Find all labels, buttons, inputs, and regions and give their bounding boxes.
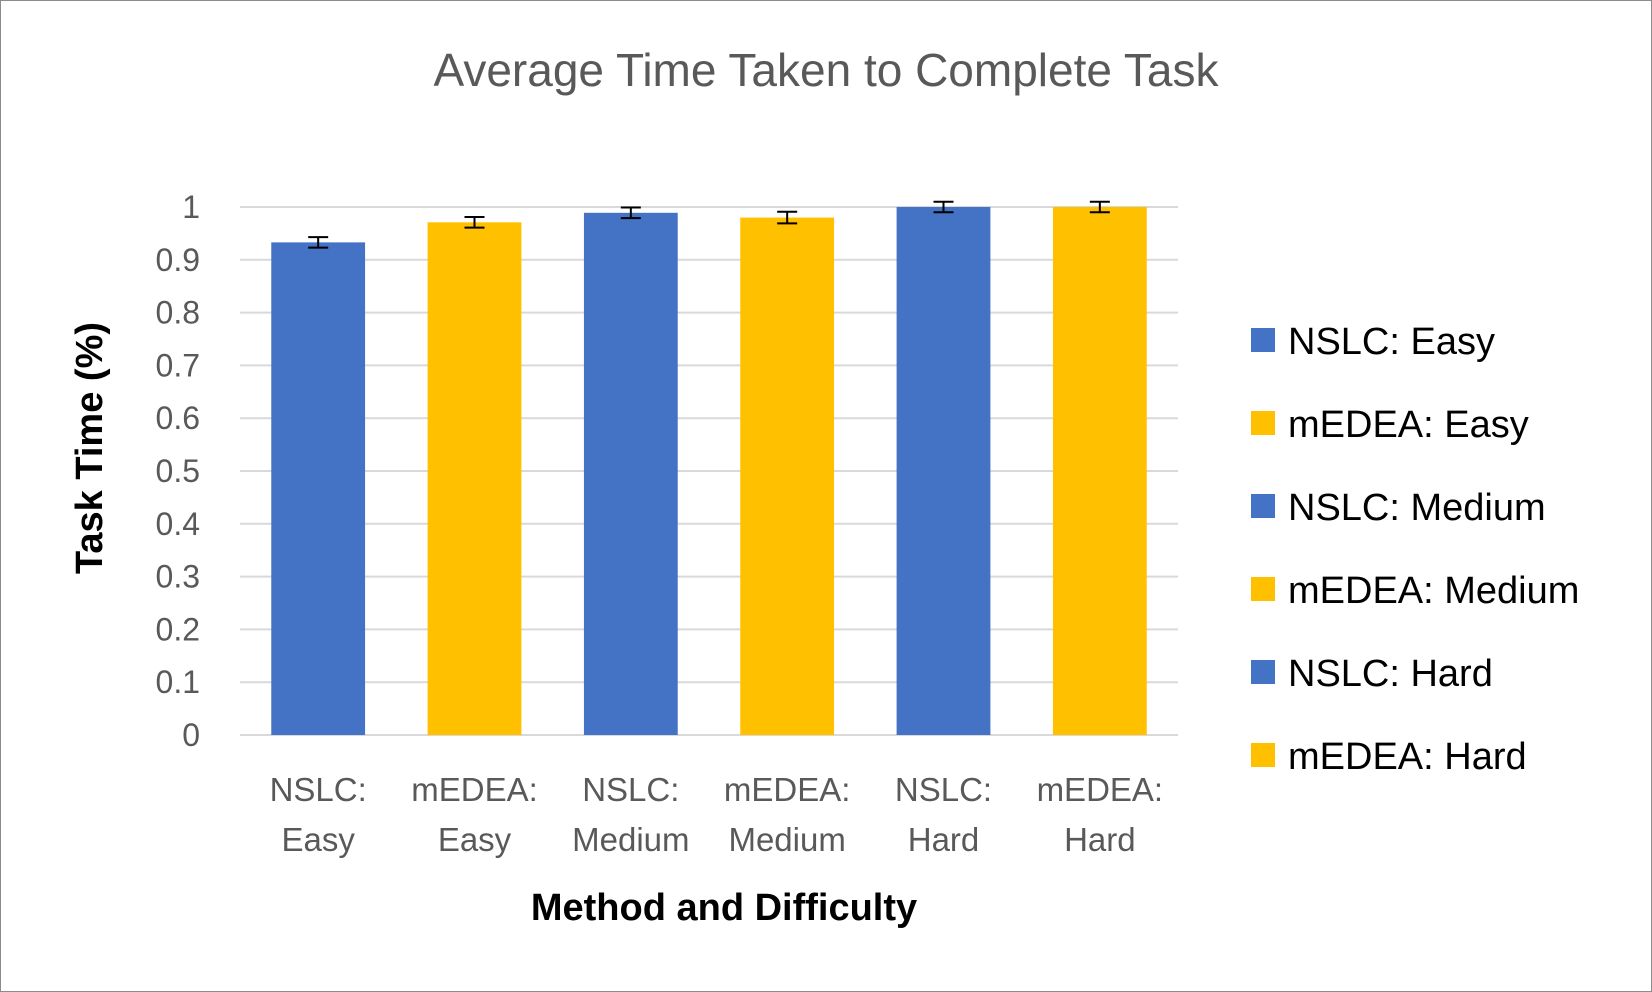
legend-item: NSLC: Medium xyxy=(1251,487,1546,529)
y-tick-label: 0 xyxy=(182,717,200,753)
legend-label: mEDEA: Medium xyxy=(1288,570,1579,612)
y-tick-label: 0.7 xyxy=(156,347,200,383)
bar xyxy=(583,212,678,736)
error-bar xyxy=(620,206,641,220)
x-axis-labels: NSLC: Easy mEDEA: Easy NSLC: Medium mEDEA: Medi… xyxy=(270,771,1164,858)
legend-label: NSLC: Medium xyxy=(1288,487,1546,529)
legend-swatch xyxy=(1251,660,1275,684)
bar xyxy=(1052,207,1147,735)
y-axis-title: Task Time (%) xyxy=(69,322,111,574)
legend-swatch xyxy=(1251,411,1275,435)
x-tick-label: mEDEA: Medium xyxy=(724,771,851,858)
bar xyxy=(271,242,366,735)
error-bar xyxy=(464,216,485,229)
bars xyxy=(271,207,1147,736)
x-tick-label: NSLC: Hard xyxy=(895,771,992,858)
y-axis-ticks: 0 0.1 0.2 0.3 0.4 0.5 0.6 0.7 0.8 0.9 1 xyxy=(156,189,200,753)
y-tick-label: 0.2 xyxy=(156,611,200,647)
error-bar xyxy=(1089,200,1110,214)
bar xyxy=(427,222,522,735)
gridlines xyxy=(240,206,1178,736)
x-tick-label: NSLC: Medium xyxy=(572,771,689,858)
legend-label: mEDEA: Easy xyxy=(1288,404,1529,446)
legend-swatch xyxy=(1251,494,1275,518)
error-bar xyxy=(777,210,798,225)
legend-item: mEDEA: Medium xyxy=(1251,570,1579,612)
legend-item: NSLC: Hard xyxy=(1251,653,1493,695)
legend-swatch xyxy=(1251,743,1275,767)
y-tick-label: 0.1 xyxy=(156,664,200,700)
chart-title: Average Time Taken to Complete Task xyxy=(434,44,1220,96)
legend-swatch xyxy=(1251,328,1275,352)
x-tick-label: mEDEA: Easy xyxy=(411,771,538,858)
bar xyxy=(740,217,835,735)
x-tick-label: mEDEA: Hard xyxy=(1037,771,1164,858)
legend-item: mEDEA: Easy xyxy=(1251,404,1529,446)
legend-label: NSLC: Easy xyxy=(1288,321,1495,363)
x-tick-label: NSLC: Easy xyxy=(270,771,367,858)
y-tick-label: 1 xyxy=(182,189,200,225)
y-tick-label: 0.4 xyxy=(156,506,200,542)
y-tick-label: 0.6 xyxy=(156,400,200,436)
y-tick-label: 0.3 xyxy=(156,559,200,595)
bar xyxy=(896,207,991,735)
legend-label: mEDEA: Hard xyxy=(1288,736,1527,778)
legend-label: NSLC: Hard xyxy=(1288,653,1493,695)
legend-item: mEDEA: Hard xyxy=(1251,736,1527,778)
error-bar xyxy=(308,236,329,249)
error-bar xyxy=(933,200,954,214)
legend-swatch xyxy=(1251,577,1275,601)
y-tick-label: 0.5 xyxy=(156,453,200,489)
y-tick-label: 0.9 xyxy=(156,242,200,278)
x-axis-title: Method and Difficulty xyxy=(531,887,917,929)
y-tick-label: 0.8 xyxy=(156,295,200,331)
error-bars xyxy=(308,200,1110,249)
legend: NSLC: Easy mEDEA: Easy NSLC: Medium mEDEA: … xyxy=(1251,321,1579,778)
legend-item: NSLC: Easy xyxy=(1251,321,1495,363)
